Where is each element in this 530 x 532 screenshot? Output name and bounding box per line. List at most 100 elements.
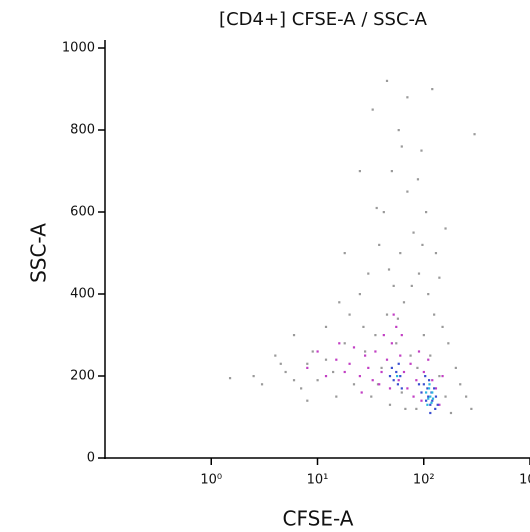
point — [434, 252, 438, 255]
point — [397, 379, 400, 382]
y-tick-label: 400 — [70, 287, 95, 302]
point — [292, 379, 296, 382]
point — [352, 346, 356, 349]
point — [279, 362, 282, 365]
point — [438, 276, 441, 279]
point — [429, 411, 432, 415]
point — [367, 272, 370, 275]
point — [433, 387, 436, 390]
point — [400, 387, 403, 390]
point — [392, 284, 395, 287]
point — [358, 375, 361, 378]
point — [376, 383, 380, 386]
point — [434, 395, 438, 398]
point — [410, 284, 413, 287]
point — [431, 399, 434, 402]
point — [425, 211, 428, 214]
point — [352, 383, 356, 386]
point — [409, 362, 412, 365]
point — [444, 395, 447, 398]
point — [438, 403, 441, 406]
point — [400, 145, 403, 148]
point — [375, 206, 378, 210]
point — [425, 399, 428, 402]
point — [427, 358, 430, 361]
point — [378, 383, 381, 386]
point — [252, 375, 255, 378]
point — [362, 325, 365, 328]
point — [402, 370, 406, 374]
point — [324, 325, 328, 328]
point — [364, 350, 367, 353]
point — [399, 375, 402, 378]
point — [424, 375, 427, 378]
point — [412, 395, 415, 398]
y-tick-label: 800 — [70, 123, 95, 138]
point — [427, 395, 430, 398]
point — [422, 334, 425, 337]
point — [378, 243, 381, 246]
point — [343, 252, 346, 255]
point — [348, 313, 351, 316]
point — [441, 375, 444, 378]
point — [388, 375, 392, 378]
point — [358, 293, 361, 296]
point — [421, 243, 424, 246]
point — [441, 325, 444, 328]
point — [420, 391, 423, 394]
point — [382, 334, 385, 337]
point — [454, 366, 457, 369]
point — [343, 370, 346, 374]
point — [420, 399, 423, 402]
point — [371, 108, 374, 111]
point — [427, 293, 430, 296]
point — [374, 350, 377, 353]
point — [444, 227, 447, 230]
point — [406, 96, 409, 99]
x-tick-label: 10⁰ — [200, 473, 222, 488]
point — [316, 379, 319, 382]
point — [431, 391, 434, 394]
point — [332, 370, 335, 374]
point — [399, 354, 402, 357]
point — [324, 358, 328, 361]
chart-title: [CD4+] CFSE-A / SSC-A — [219, 9, 428, 30]
point — [415, 379, 418, 382]
point — [385, 313, 389, 316]
point — [430, 401, 433, 404]
y-tick-label: 600 — [70, 205, 95, 220]
x-tick-label: 10¹ — [307, 473, 329, 488]
point — [396, 383, 400, 386]
point — [395, 370, 398, 374]
point — [374, 334, 377, 337]
point — [470, 407, 473, 410]
point — [397, 129, 400, 132]
point — [367, 366, 370, 369]
point — [429, 403, 432, 406]
point — [425, 391, 428, 394]
point — [417, 272, 421, 275]
point — [416, 178, 420, 181]
point — [409, 354, 412, 357]
point — [395, 325, 398, 328]
point — [433, 313, 436, 316]
point — [292, 334, 296, 337]
point — [422, 383, 425, 386]
point — [338, 342, 341, 345]
point — [427, 379, 431, 382]
point — [434, 407, 437, 410]
point — [434, 387, 438, 390]
point — [380, 366, 383, 369]
point — [390, 170, 393, 173]
point — [316, 350, 319, 353]
point — [300, 387, 303, 390]
point — [431, 379, 434, 382]
point — [335, 395, 338, 398]
point — [415, 407, 418, 410]
point — [388, 387, 392, 390]
point — [382, 211, 385, 214]
point — [274, 354, 277, 357]
point — [400, 391, 403, 394]
point — [412, 231, 415, 234]
